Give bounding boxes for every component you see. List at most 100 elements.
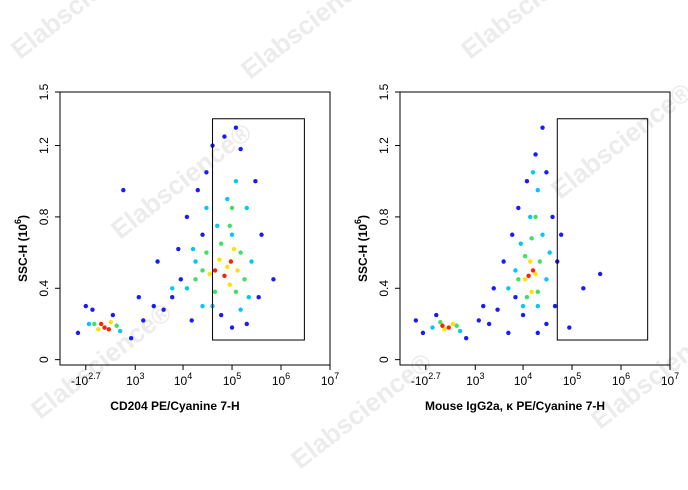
x-tick-exp: 4 xyxy=(187,371,192,381)
x-axis-label: CD204 PE/Cyanine 7-H xyxy=(110,399,239,413)
event-dot xyxy=(193,277,198,282)
event-dot xyxy=(110,312,116,318)
event-dot xyxy=(253,179,258,184)
event-dot xyxy=(75,330,81,336)
x-tick-base: 10 xyxy=(661,374,675,388)
event-dot xyxy=(178,277,184,282)
event-dot xyxy=(550,214,555,220)
event-dot xyxy=(231,246,237,252)
watermark: Elabscience® xyxy=(585,307,688,435)
event-dot xyxy=(533,214,538,220)
event-dot xyxy=(155,259,160,264)
event-dot xyxy=(535,330,540,336)
y-tick-label: 1.2 xyxy=(377,137,391,154)
event-dot xyxy=(229,205,235,211)
y-tick-label: 0.4 xyxy=(37,280,51,297)
event-dot xyxy=(212,289,218,295)
event-dot xyxy=(533,271,538,277)
event-dot xyxy=(225,264,230,270)
x-tick-base: 10 xyxy=(514,374,528,388)
event-dot xyxy=(537,259,543,264)
event-dot xyxy=(141,318,146,323)
y-label-text: SSC-H (10 xyxy=(356,224,370,282)
event-dot xyxy=(92,321,97,327)
y-axis-label: SSC-H (106) xyxy=(13,215,30,282)
event-dot xyxy=(106,327,111,332)
event-dot xyxy=(413,318,419,323)
event-dot xyxy=(98,321,104,327)
event-dot xyxy=(510,232,515,237)
event-dot xyxy=(244,205,249,211)
event-dot xyxy=(463,336,469,341)
event-dot xyxy=(528,259,533,264)
event-dot xyxy=(440,323,445,328)
event-dot xyxy=(446,325,451,330)
event-dot xyxy=(249,259,254,264)
event-dot xyxy=(533,152,538,157)
x-tick-base: 10 xyxy=(612,374,626,388)
event-dot xyxy=(215,223,220,229)
x-tick-exp: 5 xyxy=(576,371,581,381)
x-tick-label: 107 xyxy=(661,371,679,388)
event-dot xyxy=(535,289,540,295)
event-dot xyxy=(529,289,534,295)
event-dot xyxy=(544,321,549,327)
event-dot xyxy=(530,170,536,175)
event-dot xyxy=(544,277,549,282)
x-tick-exp: 7 xyxy=(674,371,679,381)
event-dot xyxy=(222,134,227,139)
watermark: Elabscience® xyxy=(545,77,688,205)
y-tick-label: 0 xyxy=(37,356,51,363)
event-dot xyxy=(161,307,166,312)
event-dot xyxy=(506,286,511,291)
event-dot xyxy=(516,277,521,282)
x-axis-label: Mouse IgG2a, κ PE/Cyanine 7-H xyxy=(425,399,605,413)
event-dot xyxy=(581,286,586,291)
event-dot xyxy=(540,125,545,130)
x-tick-label: 103 xyxy=(466,371,484,388)
x-tick-base: 10 xyxy=(563,374,577,388)
x-tick-base: 10 xyxy=(174,374,188,388)
plot-frame xyxy=(59,91,331,366)
y-label-end: ) xyxy=(16,215,30,219)
watermark: Elabscience® xyxy=(455,0,607,65)
x-tick-label: 107 xyxy=(321,371,339,388)
x-tick-exp: 3 xyxy=(479,371,484,381)
y-label-end: ) xyxy=(356,215,370,219)
event-dot xyxy=(225,196,230,202)
x-tick-label: 106 xyxy=(272,371,290,388)
event-dot xyxy=(535,303,540,309)
event-dot xyxy=(242,277,247,282)
event-dot xyxy=(547,250,552,255)
x-tick-label: 104 xyxy=(174,371,192,388)
watermark: Elabscience® xyxy=(5,0,157,65)
event-dot xyxy=(229,325,235,330)
event-dot xyxy=(136,294,142,300)
x-tick-base: 10 xyxy=(466,374,480,388)
event-dot xyxy=(271,277,276,282)
event-dot xyxy=(233,125,239,130)
event-dot xyxy=(204,250,209,255)
x-tick-base: 10 xyxy=(223,374,237,388)
x-tick-base: 10 xyxy=(126,374,140,388)
x-tick-exp: 5 xyxy=(236,371,241,381)
event-dot xyxy=(228,259,234,264)
event-dot xyxy=(184,214,190,220)
x-tick-label: -102.7 xyxy=(71,371,101,388)
event-dot xyxy=(522,253,528,259)
event-dot xyxy=(235,268,240,273)
event-dot xyxy=(552,303,558,309)
event-dot xyxy=(244,321,249,327)
event-dot xyxy=(102,325,107,330)
gate xyxy=(212,118,305,341)
event-dot xyxy=(217,257,222,262)
event-dot xyxy=(195,187,200,193)
x-tick-exp: 6 xyxy=(285,371,290,381)
event-dot xyxy=(200,232,205,237)
x-tick-exp: 2.7 xyxy=(88,371,101,381)
event-dot xyxy=(204,170,209,175)
x-tick-exp: 2.7 xyxy=(428,371,441,381)
event-dot xyxy=(495,307,500,312)
event-dot xyxy=(128,336,134,341)
